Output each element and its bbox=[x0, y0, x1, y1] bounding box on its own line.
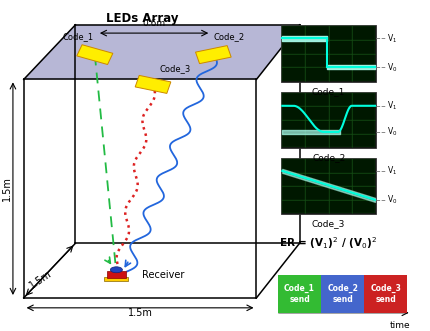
Text: ER = (V$_1$)$^2$ / (V$_0$)$^2$: ER = (V$_1$)$^2$ / (V$_0$)$^2$ bbox=[279, 235, 377, 251]
Text: V$_1$: V$_1$ bbox=[386, 32, 396, 45]
Text: time: time bbox=[389, 321, 409, 330]
FancyBboxPatch shape bbox=[280, 158, 375, 214]
Text: Code_3
send: Code_3 send bbox=[369, 284, 400, 304]
Text: V$_0$: V$_0$ bbox=[386, 61, 396, 74]
Text: V$_0$: V$_0$ bbox=[386, 194, 396, 206]
Polygon shape bbox=[195, 46, 230, 64]
FancyBboxPatch shape bbox=[104, 277, 128, 281]
Text: Receiver: Receiver bbox=[142, 270, 184, 280]
Text: 0.6m: 0.6m bbox=[142, 19, 165, 28]
Text: V$_1$: V$_1$ bbox=[386, 165, 396, 177]
FancyBboxPatch shape bbox=[280, 25, 375, 82]
FancyBboxPatch shape bbox=[282, 159, 374, 213]
Text: 1.5m: 1.5m bbox=[28, 268, 54, 291]
Text: Code_2
send: Code_2 send bbox=[326, 284, 357, 304]
Text: Code_1
send: Code_1 send bbox=[283, 284, 314, 304]
Text: Code_1: Code_1 bbox=[62, 32, 93, 41]
FancyBboxPatch shape bbox=[107, 271, 126, 278]
Text: Code_3: Code_3 bbox=[311, 219, 344, 228]
FancyBboxPatch shape bbox=[363, 275, 406, 313]
FancyBboxPatch shape bbox=[282, 93, 374, 147]
Text: LEDs Array: LEDs Array bbox=[106, 12, 178, 24]
FancyBboxPatch shape bbox=[277, 275, 320, 313]
Text: V$_1$: V$_1$ bbox=[386, 100, 396, 112]
FancyBboxPatch shape bbox=[282, 26, 374, 81]
FancyBboxPatch shape bbox=[280, 92, 375, 148]
FancyBboxPatch shape bbox=[320, 275, 363, 313]
Polygon shape bbox=[24, 25, 299, 79]
Ellipse shape bbox=[110, 267, 122, 273]
Text: Code_2: Code_2 bbox=[311, 153, 344, 162]
Text: 1.5m: 1.5m bbox=[127, 308, 152, 318]
Text: Code_1: Code_1 bbox=[311, 87, 344, 96]
Text: Code_3: Code_3 bbox=[159, 64, 190, 73]
Polygon shape bbox=[77, 45, 113, 65]
Polygon shape bbox=[135, 75, 170, 93]
Text: 1.5m: 1.5m bbox=[2, 176, 12, 201]
Text: Code_2: Code_2 bbox=[213, 32, 244, 41]
Text: V$_0$: V$_0$ bbox=[386, 126, 396, 138]
